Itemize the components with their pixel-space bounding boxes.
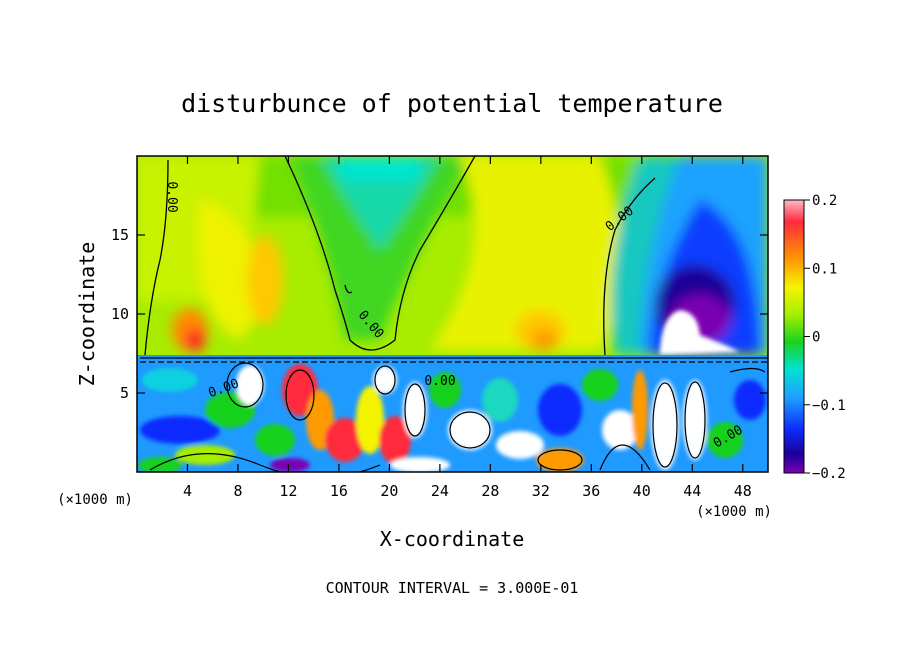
x-tick-label: 44 bbox=[683, 482, 701, 500]
x-unit-note-right: (×1000 m) bbox=[696, 504, 772, 520]
x-tick-label: 40 bbox=[633, 482, 651, 500]
colorbar-tick-label: 0.2 bbox=[812, 193, 837, 209]
x-tick-label: 12 bbox=[279, 482, 297, 500]
x-tick-label: 28 bbox=[481, 482, 499, 500]
colorbar-tick-label: 0.1 bbox=[812, 261, 837, 277]
colorbar-scale bbox=[783, 199, 805, 474]
colorbar-tick-label: 0 bbox=[812, 330, 820, 346]
colorbar: 0.2 0.1 0 −0.1 −0.2 bbox=[783, 193, 846, 482]
x-tick-label: 16 bbox=[330, 482, 348, 500]
zero-contour-lines bbox=[144, 156, 656, 356]
x-axis-label: X-coordinate bbox=[380, 527, 525, 551]
chart-title: disturbunce of potential temperature bbox=[181, 89, 723, 118]
x-axis: 4 8 12 16 20 24 28 32 36 40 44 48 bbox=[183, 156, 752, 500]
white-saturation-patch bbox=[660, 310, 740, 355]
y-tick-label: 15 bbox=[111, 226, 129, 244]
colorbar-tick-label: −0.2 bbox=[812, 466, 846, 482]
x-tick-label: 32 bbox=[532, 482, 550, 500]
plot-area bbox=[137, 156, 768, 472]
y-axis-label: Z-coordinate bbox=[75, 242, 99, 387]
x-tick-label: 4 bbox=[183, 482, 192, 500]
contour-label: 0.00 bbox=[424, 374, 455, 389]
x-tick-label: 48 bbox=[734, 482, 752, 500]
contour-label: 0.00 bbox=[164, 181, 179, 212]
y-axis: 5 10 15 bbox=[111, 226, 768, 402]
x-tick-label: 20 bbox=[380, 482, 398, 500]
x-tick-label: 24 bbox=[431, 482, 449, 500]
colorbar-ticks: 0.2 0.1 0 −0.1 −0.2 bbox=[804, 193, 846, 482]
contour-interval-note: CONTOUR INTERVAL = 3.000E-01 bbox=[326, 579, 579, 597]
field-lower bbox=[137, 355, 768, 472]
colorbar-tick-label: −0.1 bbox=[812, 398, 846, 414]
x-unit-note-left: (×1000 m) bbox=[57, 492, 133, 508]
x-tick-label: 8 bbox=[233, 482, 242, 500]
field-upper bbox=[137, 156, 768, 355]
y-tick-label: 10 bbox=[111, 305, 129, 323]
lower-contour-lines bbox=[140, 357, 768, 472]
y-tick-label: 5 bbox=[120, 384, 129, 402]
x-tick-label: 36 bbox=[582, 482, 600, 500]
